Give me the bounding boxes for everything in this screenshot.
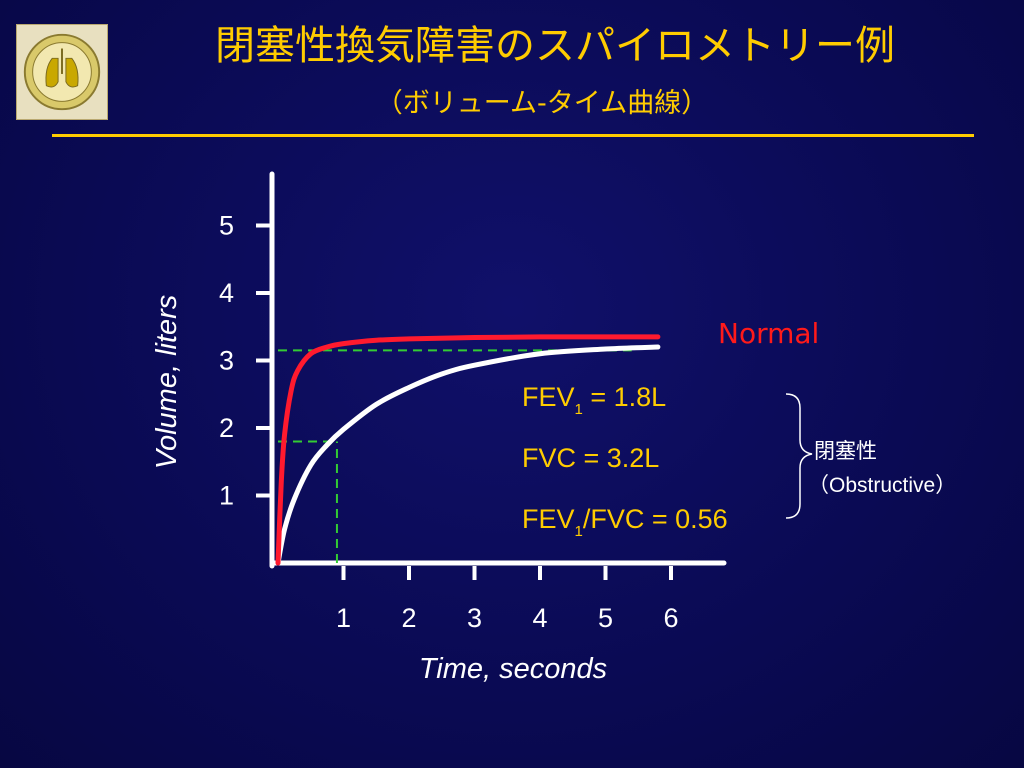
x-tick-label: 1	[336, 603, 351, 633]
series-lines	[275, 334, 661, 566]
y-tick-label: 1	[219, 481, 234, 511]
fev1-prefix: FEV	[522, 382, 575, 412]
ratio-annotation: FEV1/FVC = 0.56	[522, 504, 728, 540]
title-divider	[52, 134, 974, 137]
fvc-annotation: FVC = 3.2L	[522, 443, 659, 473]
x-tick-label: 3	[467, 603, 482, 633]
x-tick-label: 4	[532, 603, 547, 633]
brace-label-japanese: 閉塞性	[814, 440, 877, 463]
gold-logo-graphic	[23, 33, 101, 111]
annotation-brace	[785, 393, 813, 519]
gold-logo	[16, 24, 108, 120]
normal-curve	[275, 334, 661, 566]
y-ticks: 1 2 3 4 5	[219, 211, 272, 511]
fev1-annotation: FEV1 = 1.8L	[522, 382, 666, 418]
x-tick-label: 5	[598, 603, 613, 633]
fev1-subscript: 1	[575, 401, 583, 418]
slide-title: 閉塞性換気障害のスパイロメトリー例	[215, 23, 895, 69]
ratio-prefix: FEV	[522, 504, 575, 534]
obstructive-curve	[275, 344, 661, 566]
series-label-normal: Normal	[718, 317, 819, 350]
x-tick-label: 2	[401, 603, 416, 633]
slide-subtitle: （ボリューム-タイム曲線）	[375, 88, 709, 119]
fev1-value: = 1.8L	[583, 382, 666, 412]
y-tick-label: 4	[219, 278, 234, 308]
ratio-subscript: 1	[575, 523, 583, 540]
chart-axes	[269, 171, 727, 569]
x-ticks: 1 2 3 4 5 6	[336, 566, 679, 633]
x-tick-label: 6	[663, 603, 678, 633]
y-tick-label: 2	[219, 413, 234, 443]
y-axis-title: Volume, liters	[151, 295, 183, 470]
x-axis-title: Time, seconds	[419, 653, 607, 685]
ratio-value: /FVC = 0.56	[583, 504, 728, 534]
y-tick-label: 5	[219, 211, 234, 241]
brace-label-obstructive: （Obstructive）	[808, 474, 956, 497]
y-tick-label: 3	[219, 346, 234, 376]
